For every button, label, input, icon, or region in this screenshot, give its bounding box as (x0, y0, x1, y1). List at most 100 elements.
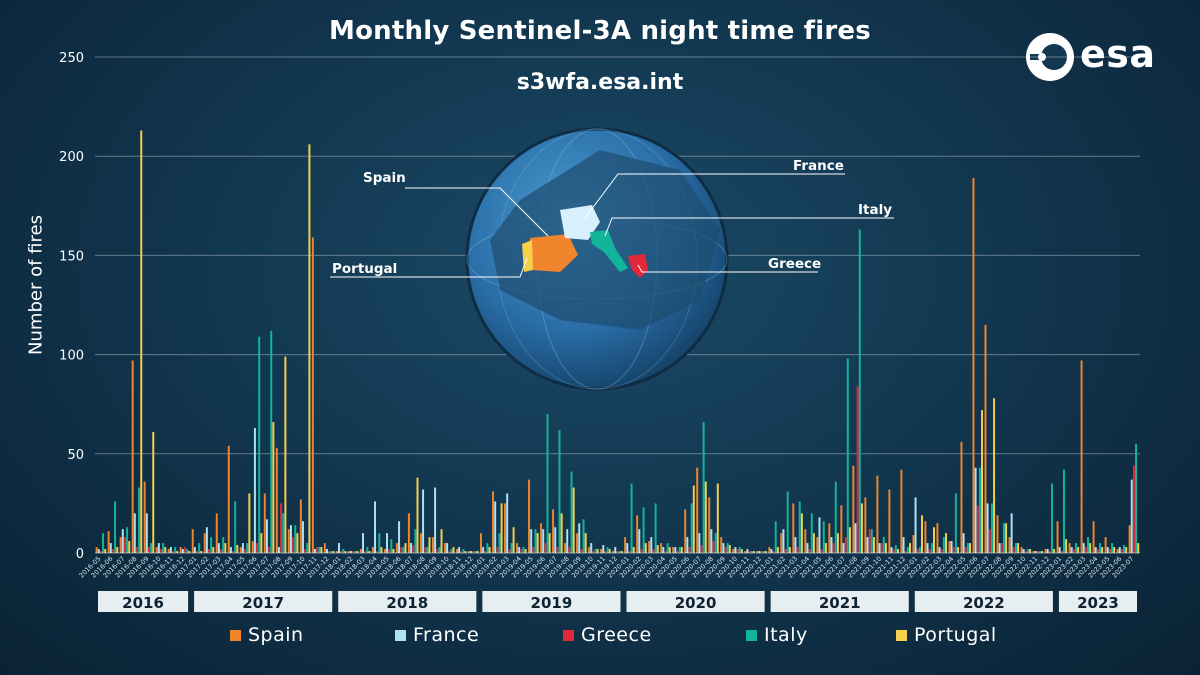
bar-portugal (344, 551, 347, 553)
bar-greece (1120, 549, 1123, 553)
bar-italy (1063, 469, 1065, 553)
bar-france (614, 547, 617, 553)
bar-spain (816, 537, 819, 553)
bar-italy (1087, 537, 1089, 553)
bar-portugal (128, 541, 131, 553)
bar-france (662, 547, 665, 553)
bar-italy (1026, 549, 1029, 553)
bar-spain (323, 543, 326, 553)
bar-greece (832, 543, 835, 553)
bar-france (181, 549, 184, 553)
bar-france (301, 521, 304, 553)
bar-france (265, 519, 268, 553)
bar-portugal (1113, 547, 1116, 553)
bar-portugal (284, 356, 287, 553)
bar-italy (258, 336, 261, 553)
bar-spain (804, 529, 807, 553)
year-label: 2023 (1077, 594, 1119, 612)
bar-spain (1080, 360, 1083, 553)
bar-france (914, 497, 917, 553)
bar-italy (426, 547, 429, 553)
bar-france (554, 527, 557, 553)
bar-italy (630, 483, 633, 553)
bar-portugal (356, 551, 359, 553)
bar-greece (820, 549, 823, 553)
bar-france (998, 543, 1001, 553)
bar-portugal (308, 144, 311, 554)
bar-greece (856, 386, 859, 553)
bar-italy (246, 543, 249, 553)
bar-spain (167, 549, 170, 553)
bar-italy (294, 525, 297, 553)
bar-france (374, 501, 377, 553)
bar-portugal (704, 481, 707, 553)
bar-france (1106, 547, 1109, 553)
bar-france (698, 533, 701, 553)
bar-spain (876, 475, 879, 553)
bar-france (1118, 547, 1121, 553)
bar-portugal (921, 515, 923, 553)
bar-spain (756, 551, 759, 553)
bar-portugal (176, 551, 179, 553)
bar-italy (558, 429, 561, 553)
bar-italy (666, 543, 669, 553)
year-band (1058, 591, 1137, 612)
france-shape (560, 205, 600, 240)
bar-portugal (1053, 549, 1056, 553)
bar-portugal (644, 543, 647, 553)
bar-france (314, 549, 316, 553)
bar-france (806, 543, 809, 553)
bar-greece (340, 551, 343, 553)
legend-swatch (563, 629, 574, 641)
bar-france (902, 537, 905, 553)
bar-spain (984, 324, 987, 553)
bar-portugal (464, 551, 467, 553)
bar-greece (388, 549, 391, 553)
bar-france (1010, 513, 1013, 553)
greece-leader-line (637, 264, 818, 273)
bar-spain (311, 237, 314, 554)
bar-france (205, 527, 208, 553)
bar-greece (364, 551, 367, 553)
portugal-leader-line (330, 257, 528, 278)
bar-portugal (116, 547, 119, 553)
bar-italy (606, 547, 609, 553)
bar-greece (736, 549, 739, 553)
bar-spain (1020, 547, 1023, 553)
bar-portugal (380, 547, 383, 553)
bar-greece (544, 543, 547, 553)
bar-italy (762, 551, 765, 553)
bar-italy (318, 547, 321, 553)
legend-swatch (230, 629, 241, 641)
bar-greece (532, 547, 535, 553)
bar-italy (1038, 551, 1041, 553)
bar-france (602, 545, 605, 553)
bar-spain (648, 541, 651, 553)
bar-italy (414, 529, 417, 553)
bar-spain (335, 551, 338, 553)
bar-italy (1111, 543, 1114, 553)
bar-france (830, 537, 833, 553)
bar-spain (636, 515, 639, 553)
bar-greece (256, 543, 259, 553)
bar-spain (275, 447, 278, 553)
bar-spain (564, 543, 567, 553)
bar-italy (438, 547, 441, 553)
bar-france (770, 549, 773, 553)
bar-portugal (680, 547, 683, 553)
bar-france (470, 551, 473, 553)
y-tick-label: 100 (59, 349, 84, 364)
bar-greece (640, 549, 643, 553)
bar-italy (126, 527, 129, 553)
bar-italy (942, 537, 945, 553)
bar-spain (95, 547, 98, 553)
bar-france (398, 521, 401, 553)
bar-france (410, 543, 413, 553)
bar-france (277, 547, 280, 553)
bar-france (962, 533, 965, 553)
y-axis-label: Number of fires (25, 215, 47, 355)
spain-leader-line (405, 187, 549, 237)
bar-portugal (608, 549, 611, 553)
bar-greece (676, 551, 679, 553)
bar-spain (1104, 537, 1107, 553)
